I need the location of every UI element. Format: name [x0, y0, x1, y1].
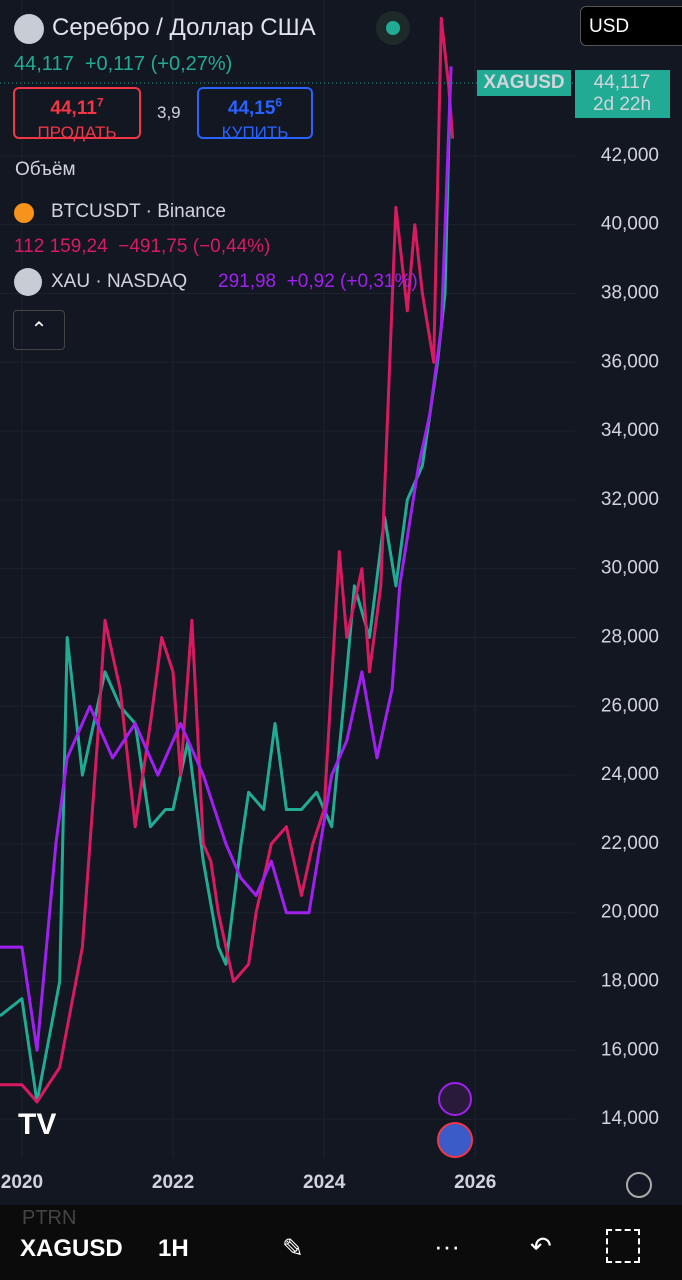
- sell-button[interactable]: 44,117 ПРОДАТЬ: [13, 87, 141, 143]
- x-tick-label: 2022: [152, 1172, 194, 1193]
- sell-price-sup: 7: [96, 96, 104, 110]
- symbol-icon: [14, 14, 44, 44]
- calendar-icon[interactable]: [437, 1122, 473, 1158]
- x-tick-label: 2026: [454, 1172, 496, 1193]
- hint: PTRN: [22, 1207, 77, 1229]
- undo-button[interactable]: ↶: [530, 1231, 552, 1261]
- x-tick-label: 2024: [303, 1172, 346, 1193]
- y-tick-label: 40,000: [601, 214, 659, 235]
- settings-icon[interactable]: [626, 1172, 652, 1198]
- y-tick-label: 24,000: [601, 764, 659, 785]
- buy-button[interactable]: 44,156 КУПИТЬ: [197, 87, 313, 143]
- x-tick-label: 2020: [1, 1172, 43, 1193]
- y-tick-label: 42,000: [601, 145, 659, 166]
- draw-tool[interactable]: ✎: [282, 1233, 304, 1263]
- market-status: [376, 11, 410, 45]
- y-tick-label: 38,000: [601, 282, 659, 303]
- buy-price-sup: 6: [275, 96, 283, 110]
- price-line: 44,117 +0,117 (+0,27%): [14, 53, 232, 76]
- events-icon[interactable]: [438, 1082, 472, 1116]
- btc-icon: [14, 203, 34, 223]
- y-tick-label: 34,000: [601, 420, 659, 441]
- xau-pct: (+0,31%): [340, 271, 418, 292]
- y-tick-label: 22,000: [601, 833, 659, 854]
- spread: 3,9: [157, 103, 181, 122]
- symbol-tag: [477, 70, 571, 97]
- price: 44,117: [14, 53, 74, 75]
- y-tick-label: 18,000: [601, 971, 659, 992]
- y-tick-label: 30,000: [601, 558, 659, 579]
- sell-label: ПРОДАТЬ: [37, 123, 117, 143]
- toolbar: PTRN XAGUSD 1H ✎ ··· ↶: [0, 1205, 682, 1280]
- currency-select[interactable]: USD: [580, 6, 682, 46]
- sell-price: 44,11: [50, 98, 97, 120]
- series-line: [0, 16, 455, 1104]
- y-tick-label: 28,000: [601, 627, 659, 648]
- btc-pct: (−0,44%): [192, 236, 271, 257]
- logo: TV: [18, 1108, 57, 1141]
- volume-label: Объём: [15, 159, 76, 180]
- price-tag: [575, 70, 670, 119]
- more-button[interactable]: ···: [434, 1231, 460, 1261]
- fullscreen-button[interactable]: [606, 1229, 640, 1263]
- xau-change: +0,92: [286, 271, 335, 292]
- y-tick-label: 14,000: [601, 1108, 659, 1129]
- buy-label: КУПИТЬ: [221, 123, 289, 143]
- change: +0,117: [84, 53, 146, 75]
- xau-quote: 291,98 +0,92 (+0,31%): [218, 271, 418, 293]
- xau-icon: [14, 268, 42, 296]
- change-pct: (+0,27%): [150, 53, 233, 75]
- btc-price: 112 159,24: [14, 236, 108, 257]
- y-tick-label: 16,000: [601, 1039, 659, 1060]
- btc-quote: 112 159,24 −491,75 (−0,44%): [14, 236, 270, 258]
- symbol-tag-label: XAGUSD: [483, 72, 564, 93]
- y-tick-label: 32,000: [601, 489, 659, 510]
- y-tick-label: 26,000: [601, 695, 659, 716]
- xau-price: 291,98: [218, 271, 277, 292]
- footer-symbol[interactable]: XAGUSD: [20, 1235, 123, 1262]
- btc-change: −491,75: [118, 236, 188, 257]
- price-tag-label: 44,117: [594, 72, 651, 93]
- title: Серебро / Доллар США: [52, 14, 316, 41]
- y-tick-label: 20,000: [601, 902, 659, 923]
- buy-price: 44,15: [227, 98, 276, 120]
- chart: 14,000 16,000 18,000 20,000 22,000 24,000 26,0…: [0, 0, 670, 1193]
- countdown: 2d 22h: [593, 94, 651, 115]
- btc-name: BTCUSDT · Binance: [51, 201, 226, 222]
- xau-name: XAU · NASDAQ: [51, 271, 188, 292]
- y-tick-label: 36,000: [601, 351, 659, 372]
- interval[interactable]: 1H: [158, 1235, 189, 1262]
- collapse-button[interactable]: ⌃: [13, 310, 65, 350]
- series-line: [0, 82, 452, 1104]
- series-line: [0, 66, 453, 1052]
